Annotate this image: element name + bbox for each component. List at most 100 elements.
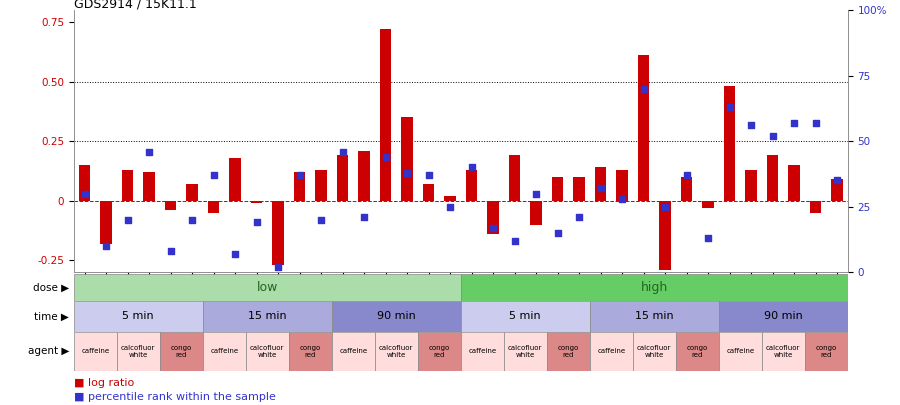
- Point: [336, 148, 350, 155]
- Bar: [461, 332, 504, 371]
- Bar: [78, 165, 91, 201]
- Text: 90 min: 90 min: [377, 311, 416, 321]
- Bar: [805, 332, 848, 371]
- Bar: [117, 332, 160, 371]
- Bar: [761, 332, 805, 371]
- Text: ■ log ratio: ■ log ratio: [74, 377, 134, 388]
- Text: high: high: [641, 281, 668, 294]
- Bar: [767, 156, 778, 201]
- Bar: [165, 201, 176, 210]
- Point: [808, 119, 823, 126]
- Text: agent ▶: agent ▶: [28, 346, 69, 356]
- Bar: [315, 170, 327, 201]
- Text: congo
red: congo red: [815, 345, 837, 358]
- Point: [271, 264, 285, 270]
- Bar: [122, 170, 133, 201]
- Bar: [380, 29, 392, 201]
- Bar: [289, 332, 332, 371]
- Bar: [788, 165, 800, 201]
- Bar: [337, 156, 348, 201]
- Bar: [590, 301, 719, 332]
- Bar: [143, 172, 155, 201]
- Point: [249, 219, 264, 226]
- Bar: [831, 179, 843, 201]
- Point: [356, 214, 372, 220]
- Bar: [719, 301, 848, 332]
- Point: [743, 122, 758, 129]
- Bar: [74, 332, 117, 371]
- Bar: [202, 332, 246, 371]
- Bar: [702, 201, 714, 208]
- Text: 5 min: 5 min: [509, 311, 541, 321]
- Text: congo
red: congo red: [428, 345, 450, 358]
- Bar: [293, 172, 305, 201]
- Bar: [487, 201, 499, 234]
- Bar: [246, 332, 289, 371]
- Text: calcofluor
white: calcofluor white: [637, 345, 671, 358]
- Text: congo
red: congo red: [558, 345, 579, 358]
- Bar: [230, 158, 241, 201]
- Bar: [74, 274, 461, 301]
- Point: [680, 172, 694, 179]
- Bar: [202, 301, 332, 332]
- Text: caffeine: caffeine: [598, 348, 626, 354]
- Point: [572, 214, 586, 220]
- Bar: [332, 301, 461, 332]
- Bar: [74, 301, 202, 332]
- Bar: [208, 201, 220, 213]
- Point: [164, 248, 178, 254]
- Bar: [590, 332, 633, 371]
- Point: [658, 203, 672, 210]
- Bar: [250, 201, 263, 203]
- Bar: [423, 184, 435, 201]
- Point: [421, 172, 436, 179]
- Bar: [160, 332, 202, 371]
- Bar: [810, 201, 822, 213]
- Text: 90 min: 90 min: [764, 311, 803, 321]
- Text: caffeine: caffeine: [339, 348, 367, 354]
- Bar: [637, 55, 650, 201]
- Point: [830, 177, 844, 184]
- Text: caffeine: caffeine: [81, 348, 110, 354]
- Bar: [530, 201, 542, 224]
- Point: [121, 217, 135, 223]
- Bar: [186, 184, 198, 201]
- Point: [443, 203, 457, 210]
- Text: calcofluor
white: calcofluor white: [122, 345, 156, 358]
- Point: [314, 217, 328, 223]
- Text: 15 min: 15 min: [248, 311, 286, 321]
- Bar: [332, 332, 374, 371]
- Text: calcofluor
white: calcofluor white: [508, 345, 543, 358]
- Point: [292, 172, 307, 179]
- Bar: [595, 167, 607, 201]
- Point: [206, 172, 220, 179]
- Point: [529, 190, 544, 197]
- Point: [99, 243, 113, 249]
- Text: congo
red: congo red: [687, 345, 708, 358]
- Text: low: low: [256, 281, 278, 294]
- Point: [550, 230, 565, 236]
- Text: GDS2914 / 15K11.1: GDS2914 / 15K11.1: [74, 0, 196, 10]
- Text: calcofluor
white: calcofluor white: [379, 345, 413, 358]
- Point: [615, 196, 629, 202]
- Text: 15 min: 15 min: [635, 311, 673, 321]
- Bar: [100, 201, 112, 243]
- Text: dose ▶: dose ▶: [33, 282, 69, 292]
- Bar: [444, 196, 456, 201]
- Bar: [676, 332, 719, 371]
- Bar: [504, 332, 547, 371]
- Point: [184, 217, 199, 223]
- Text: 5 min: 5 min: [122, 311, 154, 321]
- Point: [142, 148, 157, 155]
- Bar: [724, 86, 735, 201]
- Bar: [508, 156, 520, 201]
- Text: congo
red: congo red: [300, 345, 321, 358]
- Point: [77, 190, 92, 197]
- Bar: [573, 177, 585, 201]
- Text: ■ percentile rank within the sample: ■ percentile rank within the sample: [74, 392, 275, 402]
- Point: [464, 164, 479, 171]
- Point: [765, 133, 779, 139]
- Point: [378, 153, 392, 160]
- Text: congo
red: congo red: [171, 345, 192, 358]
- Bar: [358, 151, 370, 201]
